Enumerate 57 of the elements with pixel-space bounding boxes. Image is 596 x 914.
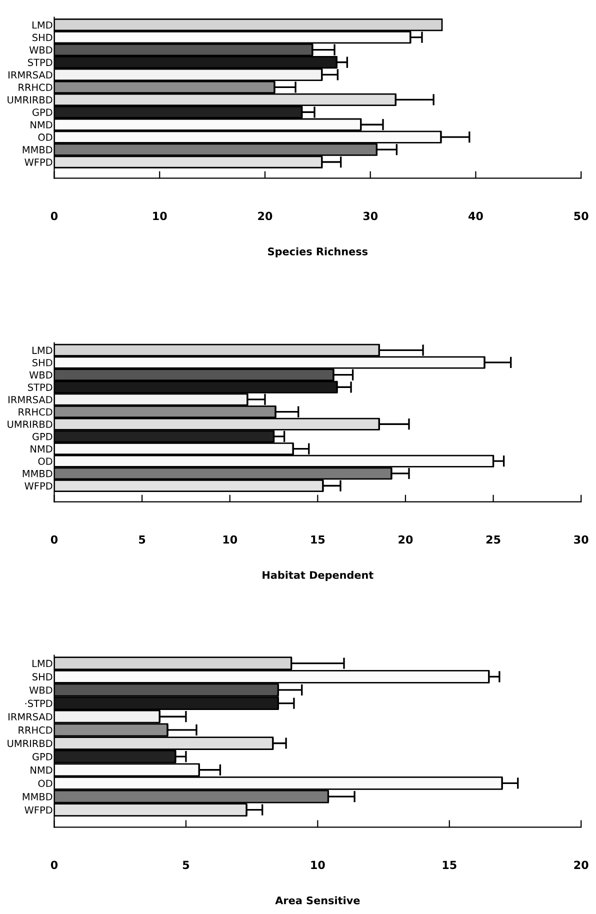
x-tick-label: 50 (574, 212, 588, 220)
y-tick-label: WFPD (24, 482, 52, 490)
y-tick-label: STPD (28, 384, 52, 391)
y-tick-label: GPD (32, 108, 52, 116)
y-tick-label: IRMRSAD (8, 396, 52, 404)
y-tick-label: UMRIRBD (8, 740, 52, 748)
y-tick-label: NMD (30, 445, 52, 452)
y-tick-label: LMD (32, 21, 52, 29)
y-tick-label: SHD (32, 673, 52, 680)
y-tick-label: WFPD (24, 806, 52, 814)
x-tick-label: 10 (153, 212, 167, 220)
y-tick-label: OD (38, 780, 52, 788)
y-tick-label: UMRIRBD (8, 96, 52, 104)
y-tick-label: LMD (32, 346, 52, 354)
y-tick-label: OD (38, 458, 52, 465)
y-tick-label: MMBD (22, 793, 52, 800)
y-tick-label: WFPD (24, 158, 52, 166)
x-tick-label: 40 (468, 212, 483, 220)
x-tick-label: 0 (50, 860, 58, 870)
y-tick-label: MMBD (22, 146, 52, 154)
y-tick-label: GPD (32, 753, 52, 760)
y-tick-label: RRHCD (18, 408, 52, 416)
y-tick-label: RRHCD (18, 726, 52, 734)
x-tick-label: 20 (574, 860, 588, 870)
x-tick-label: 5 (139, 535, 146, 544)
x-tick-label: 15 (442, 860, 456, 870)
y-tick-label: ·STPD (25, 700, 52, 708)
y-tick-label: OD (38, 134, 52, 141)
y-tick-label: GPD (32, 432, 52, 440)
x-tick-label: 10 (223, 535, 238, 544)
x-tick-label: 10 (311, 860, 325, 870)
x-tick-label: 15 (311, 535, 325, 544)
y-tick-label: RRHCD (18, 84, 52, 92)
y-tick-label: WBD (29, 46, 52, 54)
y-tick-label: SHD (32, 34, 52, 42)
x-tick-label: 25 (486, 535, 500, 544)
x-axis-title: Habitat Dependent (262, 570, 374, 581)
x-tick-label: 30 (574, 535, 588, 544)
y-tick-label: WBD (29, 371, 52, 378)
x-axis-title: Area Sensitive (275, 896, 360, 904)
y-tick-label: UMRIRBD (8, 420, 52, 428)
y-tick-label: STPD (28, 58, 52, 66)
y-tick-label: IRMRSAD (8, 713, 52, 720)
x-tick-label: 20 (398, 535, 413, 544)
y-tick-label: NMD (30, 766, 52, 774)
y-tick-label: WBD (29, 686, 52, 694)
y-tick-label: IRMRSAD (8, 71, 52, 79)
x-tick-label: 30 (363, 212, 378, 220)
x-tick-label: 0 (50, 535, 58, 544)
y-tick-label: LMD (32, 660, 52, 668)
y-tick-label: NMD (30, 121, 52, 128)
x-axis-title: Species Richness (268, 247, 368, 258)
x-tick-label: 0 (50, 212, 58, 220)
x-tick-label: 5 (182, 860, 190, 870)
y-tick-label: SHD (32, 358, 52, 366)
y-tick-label: MMBD (22, 470, 52, 478)
x-tick-label: 20 (258, 212, 272, 220)
